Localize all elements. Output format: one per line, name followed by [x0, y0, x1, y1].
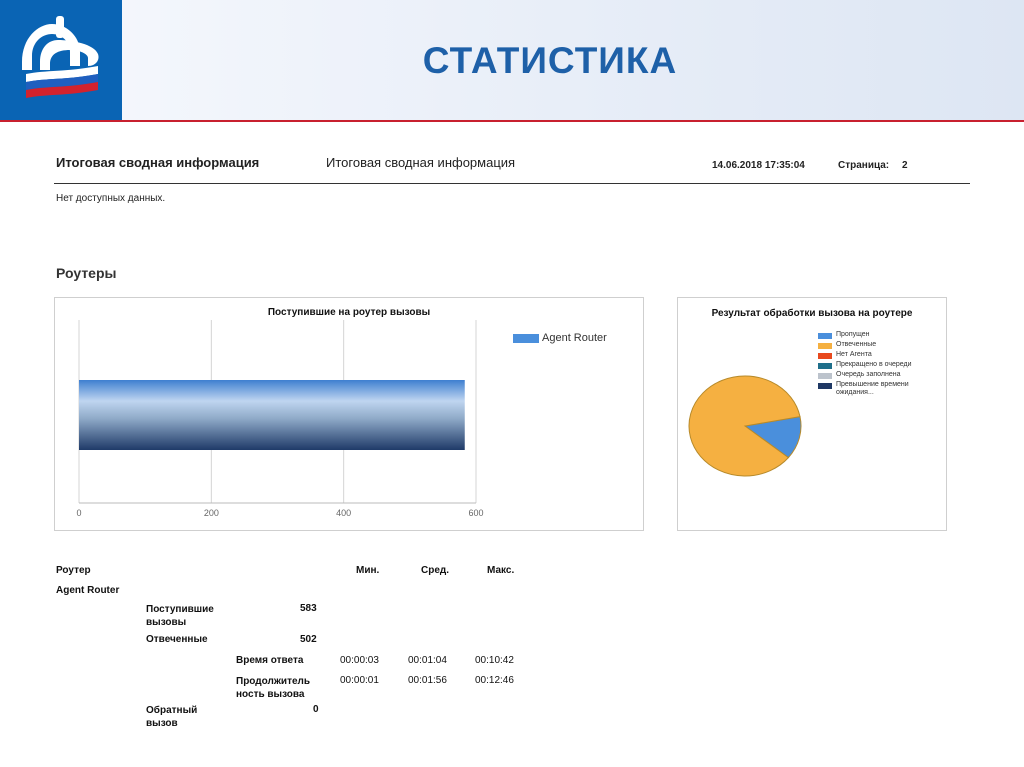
callback-label: Обратный вызов: [146, 705, 198, 729]
call-duration-max: 00:12:46: [475, 675, 514, 686]
bar-chart-frame: Поступившие на роутер вызовы 0 200 400 600 …: [54, 297, 644, 531]
pie-legend-item: Нет Агента: [818, 351, 944, 359]
pie-legend-item: Отвеченные: [818, 341, 944, 349]
pie-legend: Пропущен Отвеченные Нет Агента Прекращено в…: [818, 331, 944, 399]
pfr-logo: [0, 0, 122, 120]
bar-chart: 0 200 400 600: [76, 320, 484, 518]
pie-legend-swatch: [818, 333, 832, 339]
response-time-max: 00:10:42: [475, 655, 514, 666]
report-divider: [54, 183, 970, 184]
pie-legend-swatch: [818, 343, 832, 349]
x-tick-label: 600: [468, 508, 483, 518]
pie-chart-title: Результат обработки вызова на роутере: [711, 308, 913, 319]
pie-legend-item: Очередь заполнена: [818, 371, 944, 379]
page-label: Страница:: [838, 160, 890, 171]
pie-chart: [688, 375, 802, 477]
section-title: Роутеры: [56, 265, 117, 281]
col-header-min: Мин.: [356, 565, 380, 576]
call-duration-avg: 00:01:56: [408, 675, 447, 686]
no-data-text: Нет доступных данных.: [56, 193, 166, 204]
legend-label-agent-router: Agent Router: [542, 332, 607, 344]
col-header-router: Роутер: [56, 565, 91, 576]
slide-title: СТАТИСТИКА: [422, 40, 678, 81]
pie-chart-frame: Результат обработки вызова на роутере Пр…: [677, 297, 947, 531]
response-time-label: Время ответа: [236, 655, 304, 666]
pie-legend-label: Очередь заполнена: [836, 371, 901, 378]
pie-legend-swatch: [818, 383, 832, 389]
incoming-calls-value: 583: [300, 603, 317, 614]
report-title-bold: Итоговая сводная информация: [56, 155, 260, 170]
bar-agent-router: [79, 380, 465, 450]
slide-header: [0, 0, 1024, 120]
report-datetime: 14.06.2018 17:35:04: [712, 160, 805, 171]
pie-legend-label: Отвеченные: [836, 341, 877, 348]
pie-slice-1: [688, 375, 801, 477]
header-divider: [0, 120, 1024, 122]
x-tick-label: 400: [336, 508, 351, 518]
answered-calls-value: 502: [300, 634, 317, 645]
pie-legend-label: Пропущен: [836, 331, 870, 338]
response-time-avg: 00:01:04: [408, 655, 447, 666]
pie-legend-item: Пропущен: [818, 331, 944, 339]
bar-chart-title: Поступившие на роутер вызовы: [267, 307, 431, 318]
pie-legend-swatch: [818, 363, 832, 369]
page-number: 2: [902, 160, 908, 171]
pie-legend-swatch: [818, 373, 832, 379]
incoming-calls-label: Поступившие вызовы: [146, 604, 214, 628]
col-header-max: Макс.: [487, 565, 515, 576]
pie-legend-label: Превышение времени ожидания...: [836, 381, 909, 396]
call-duration-label: Продолжитель ность вызова: [236, 676, 311, 700]
report-title: Итоговая сводная информация: [326, 155, 516, 170]
col-header-avg: Сред.: [421, 565, 450, 576]
response-time-min: 00:00:03: [340, 655, 379, 666]
answered-calls-label: Отвеченные: [146, 634, 208, 645]
x-tick-label: 200: [204, 508, 219, 518]
pie-legend-item: Превышение времени ожидания...: [818, 381, 944, 397]
router-name: Agent Router: [56, 585, 120, 596]
pfr-emblem-icon: [0, 0, 122, 120]
call-duration-min: 00:00:01: [340, 675, 379, 686]
pie-legend-label: Прекращено в очереди: [836, 361, 912, 368]
pie-legend-swatch: [818, 353, 832, 359]
pie-legend-item: Прекращено в очереди: [818, 361, 944, 369]
callback-value: 0: [313, 704, 319, 715]
legend-swatch-agent-router: [513, 334, 539, 343]
x-tick-label: 0: [76, 508, 81, 518]
pie-legend-label: Нет Агента: [836, 351, 872, 358]
